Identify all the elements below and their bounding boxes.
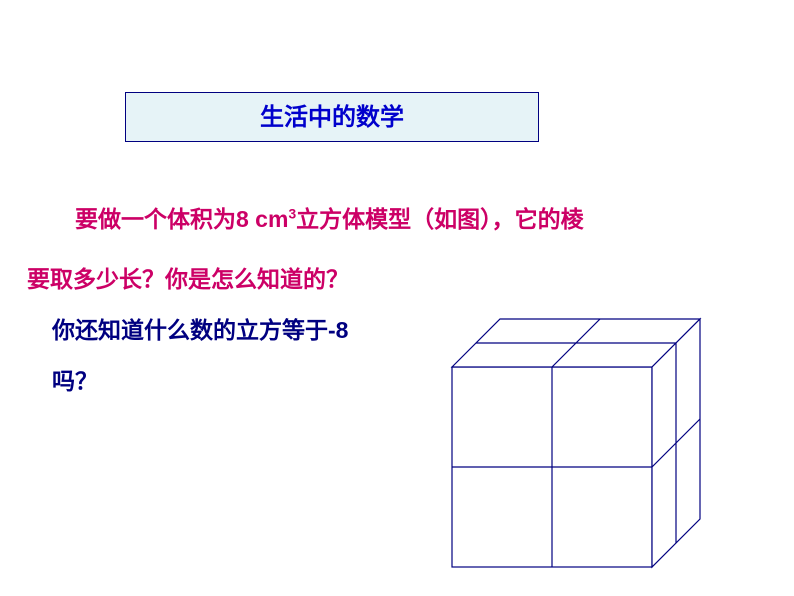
problem-line1-p1: 要做一个体积为 [75, 206, 236, 232]
title-text: 生活中的数学 [260, 104, 404, 131]
problem-line1-p3: 立方体模型（如图），它的棱 [296, 206, 584, 232]
cube-diagram [450, 317, 702, 574]
problem-text: 要做一个体积为8 cm3立方体模型（如图），它的棱 要取多少长？你是怎么知道的？ [27, 190, 584, 310]
problem-line1-p2: 8 cm [236, 206, 288, 232]
cube-svg [450, 317, 702, 569]
question-text: 你还知道什么数的立方等于-8 吗？ [52, 305, 348, 406]
problem-line1-sup: 3 [288, 206, 296, 221]
question-line1: 你还知道什么数的立方等于-8 [52, 317, 348, 343]
title-box: 生活中的数学 [125, 92, 539, 142]
problem-line2: 要取多少长？你是怎么知道的？ [27, 266, 349, 292]
question-line2: 吗？ [52, 368, 98, 394]
